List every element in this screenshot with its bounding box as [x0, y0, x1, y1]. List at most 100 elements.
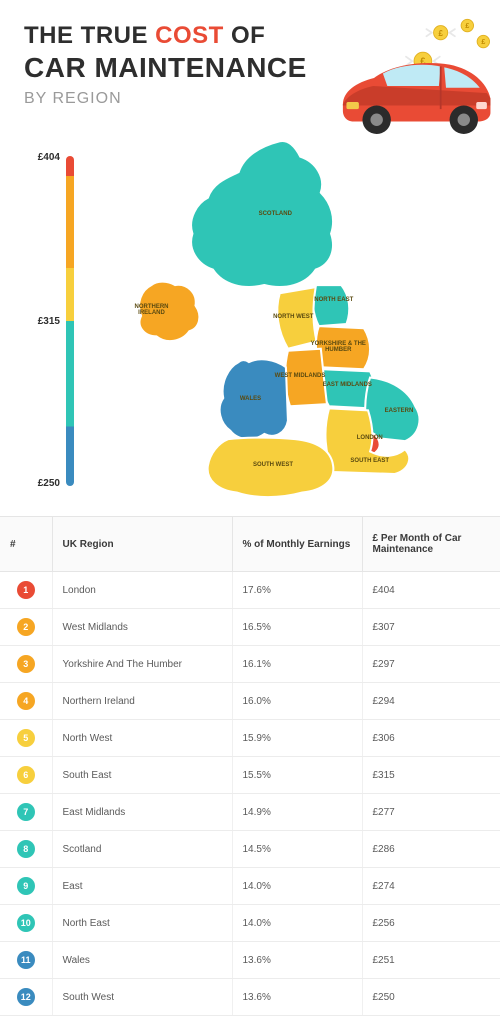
- table-row: 5 North West15.9%£306: [0, 720, 500, 757]
- table-row: 12 South West13.6%£250: [0, 979, 500, 1016]
- svg-text:£: £: [438, 29, 443, 38]
- region-cell: North East: [52, 905, 232, 942]
- pct-cell: 13.6%: [232, 942, 362, 979]
- map-region-wales: [220, 359, 288, 439]
- map-region-yorkshire: [316, 326, 370, 369]
- rank-cell: 9: [0, 868, 52, 905]
- cost-cell: £297: [362, 646, 500, 683]
- region-cell: South West: [52, 979, 232, 1016]
- cost-cell: £294: [362, 683, 500, 720]
- map-region-west-midlands: [285, 349, 327, 407]
- pct-cell: 17.6%: [232, 572, 362, 609]
- table-row: 9 East14.0%£274: [0, 868, 500, 905]
- rank-badge: 2: [17, 618, 35, 636]
- data-table: # UK Region % of Monthly Earnings £ Per …: [0, 516, 500, 1016]
- rank-cell: 6: [0, 757, 52, 794]
- pct-cell: 14.5%: [232, 831, 362, 868]
- region-cell: Yorkshire And The Humber: [52, 646, 232, 683]
- scale-bottom-label: £250: [24, 478, 60, 489]
- table-row: 6 South East15.5%£315: [0, 757, 500, 794]
- rank-cell: 11: [0, 942, 52, 979]
- pct-cell: 14.0%: [232, 868, 362, 905]
- header: THE TRUE COST OF CAR MAINTENANCE BY REGI…: [0, 0, 500, 116]
- rank-badge: 8: [17, 840, 35, 858]
- cost-cell: £306: [362, 720, 500, 757]
- pct-cell: 16.5%: [232, 609, 362, 646]
- rank-badge: 12: [17, 988, 35, 1006]
- rank-badge: 6: [17, 766, 35, 784]
- table-row: 3 Yorkshire And The Humber16.1%£297: [0, 646, 500, 683]
- region-cell: North West: [52, 720, 232, 757]
- cost-cell: £307: [362, 609, 500, 646]
- svg-text:£: £: [465, 22, 469, 30]
- pct-cell: 15.5%: [232, 757, 362, 794]
- pct-cell: 16.0%: [232, 683, 362, 720]
- pct-cell: 16.1%: [232, 646, 362, 683]
- cost-cell: £256: [362, 905, 500, 942]
- col-rank: #: [0, 517, 52, 572]
- region-cell: East: [52, 868, 232, 905]
- table-row: 1 London17.6%£404: [0, 572, 500, 609]
- rank-badge: 4: [17, 692, 35, 710]
- rank-cell: 10: [0, 905, 52, 942]
- scale-mid-label: £315: [24, 316, 60, 327]
- rank-cell: 4: [0, 683, 52, 720]
- region-cell: Northern Ireland: [52, 683, 232, 720]
- region-cell: Wales: [52, 942, 232, 979]
- rank-cell: 5: [0, 720, 52, 757]
- title-cost: COST: [155, 22, 224, 49]
- cost-cell: £277: [362, 794, 500, 831]
- rank-cell: 12: [0, 979, 52, 1016]
- map-region-eastern: [365, 377, 419, 441]
- region-cell: South East: [52, 757, 232, 794]
- cost-cell: £286: [362, 831, 500, 868]
- data-table-wrap: # UK Region % of Monthly Earnings £ Per …: [0, 516, 500, 1016]
- map-region-north-east: [313, 285, 350, 326]
- color-scale: £404 £315 £250: [30, 156, 78, 486]
- cost-cell: £250: [362, 979, 500, 1016]
- map-region-scotland: [191, 141, 333, 287]
- cost-cell: £315: [362, 757, 500, 794]
- rank-badge: 1: [17, 581, 35, 599]
- col-region: UK Region: [52, 517, 232, 572]
- pct-cell: 15.9%: [232, 720, 362, 757]
- rank-badge: 10: [17, 914, 35, 932]
- pct-cell: 14.0%: [232, 905, 362, 942]
- rank-badge: 3: [17, 655, 35, 673]
- table-row: 10 North East14.0%£256: [0, 905, 500, 942]
- rank-badge: 9: [17, 877, 35, 895]
- infographic-root: THE TRUE COST OF CAR MAINTENANCE BY REGI…: [0, 0, 500, 1016]
- region-cell: West Midlands: [52, 609, 232, 646]
- rank-badge: 7: [17, 803, 35, 821]
- rank-cell: 3: [0, 646, 52, 683]
- scale-top-label: £404: [24, 152, 60, 163]
- color-scale-bar: [66, 156, 74, 486]
- region-cell: London: [52, 572, 232, 609]
- table-row: 4 Northern Ireland16.0%£294: [0, 683, 500, 720]
- col-cost: £ Per Month of Car Maintenance: [362, 517, 500, 572]
- car-illustration-icon: £ £ £ £: [334, 18, 494, 138]
- table-row: 2 West Midlands16.5%£307: [0, 609, 500, 646]
- title-post: OF: [224, 22, 266, 49]
- rank-cell: 2: [0, 609, 52, 646]
- cost-cell: £274: [362, 868, 500, 905]
- map-region-south-west: [208, 438, 334, 498]
- cost-cell: £404: [362, 572, 500, 609]
- rank-badge: 11: [17, 951, 35, 969]
- region-cell: Scotland: [52, 831, 232, 868]
- map-region-northern-ireland: [139, 282, 199, 342]
- table-row: 7 East Midlands14.9%£277: [0, 794, 500, 831]
- pct-cell: 14.9%: [232, 794, 362, 831]
- uk-map-svg: [110, 131, 470, 511]
- rank-badge: 5: [17, 729, 35, 747]
- pct-cell: 13.6%: [232, 979, 362, 1016]
- table-row: 8 Scotland14.5%£286: [0, 831, 500, 868]
- map-region-north-west: [277, 287, 316, 349]
- region-cell: East Midlands: [52, 794, 232, 831]
- col-pct: % of Monthly Earnings: [232, 517, 362, 572]
- table-row: 11 Wales13.6%£251: [0, 942, 500, 979]
- table-header-row: # UK Region % of Monthly Earnings £ Per …: [0, 517, 500, 572]
- svg-text:£: £: [481, 38, 485, 46]
- cost-cell: £251: [362, 942, 500, 979]
- title-pre: THE TRUE: [24, 22, 155, 49]
